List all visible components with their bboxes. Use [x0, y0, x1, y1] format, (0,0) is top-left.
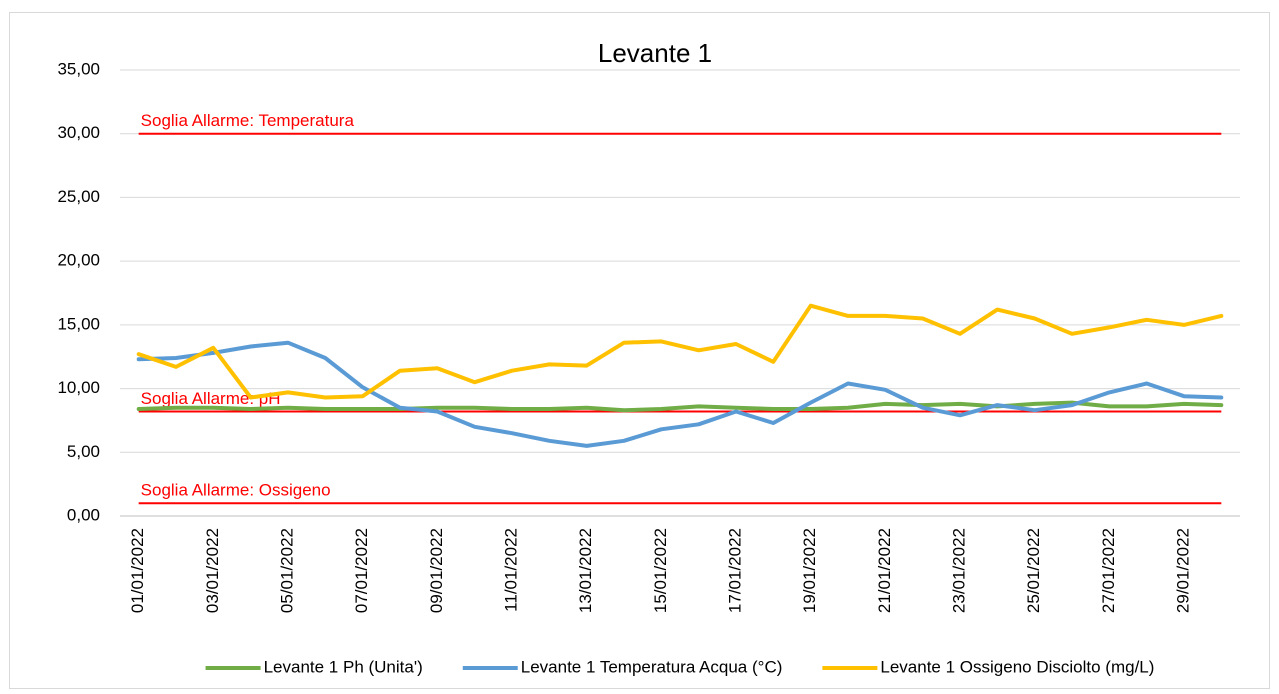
- y-tick-label: 10,00: [57, 378, 100, 397]
- series-line: [136, 400, 1224, 413]
- x-tick-label: 09/01/2022: [427, 528, 446, 613]
- y-tick-label: 15,00: [57, 314, 100, 333]
- y-tick-label: 30,00: [57, 123, 100, 142]
- y-tick-label: 25,00: [57, 187, 100, 206]
- x-tick-label: 19/01/2022: [800, 528, 819, 613]
- threshold-label: Soglia Allarme: pH: [141, 389, 281, 408]
- x-tick-label: 03/01/2022: [203, 528, 222, 613]
- x-tick-label: 01/01/2022: [128, 528, 147, 613]
- x-tick-label: 13/01/2022: [576, 528, 595, 613]
- legend-label: Levante 1 Ossigeno Disciolto (mg/L): [880, 657, 1154, 676]
- x-tick-label: 27/01/2022: [1099, 528, 1118, 613]
- series-line: [136, 340, 1224, 448]
- series-line: [136, 303, 1224, 400]
- x-tick-label: 25/01/2022: [1024, 528, 1043, 613]
- chart-title: Levante 1: [598, 38, 712, 68]
- x-tick-label: 29/01/2022: [1173, 528, 1192, 613]
- x-tick-label: 15/01/2022: [651, 528, 670, 613]
- x-tick-label: 23/01/2022: [949, 528, 968, 613]
- x-tick-label: 07/01/2022: [352, 528, 371, 613]
- y-tick-label: 20,00: [57, 251, 100, 270]
- y-tick-label: 35,00: [57, 59, 100, 78]
- x-tick-label: 05/01/2022: [277, 528, 296, 613]
- threshold-label: Soglia Allarme: Temperatura: [141, 111, 355, 130]
- x-tick-label: 17/01/2022: [725, 528, 744, 613]
- x-tick-label: 11/01/2022: [501, 528, 520, 612]
- y-tick-label: 5,00: [67, 442, 100, 461]
- threshold-label: Soglia Allarme: Ossigeno: [141, 481, 331, 500]
- legend-label: Levante 1 Temperatura Acqua (°C): [521, 657, 783, 676]
- y-tick-label: 0,00: [67, 505, 100, 524]
- x-tick-label: 21/01/2022: [875, 528, 894, 613]
- legend-label: Levante 1 Ph (Unita'): [264, 657, 423, 676]
